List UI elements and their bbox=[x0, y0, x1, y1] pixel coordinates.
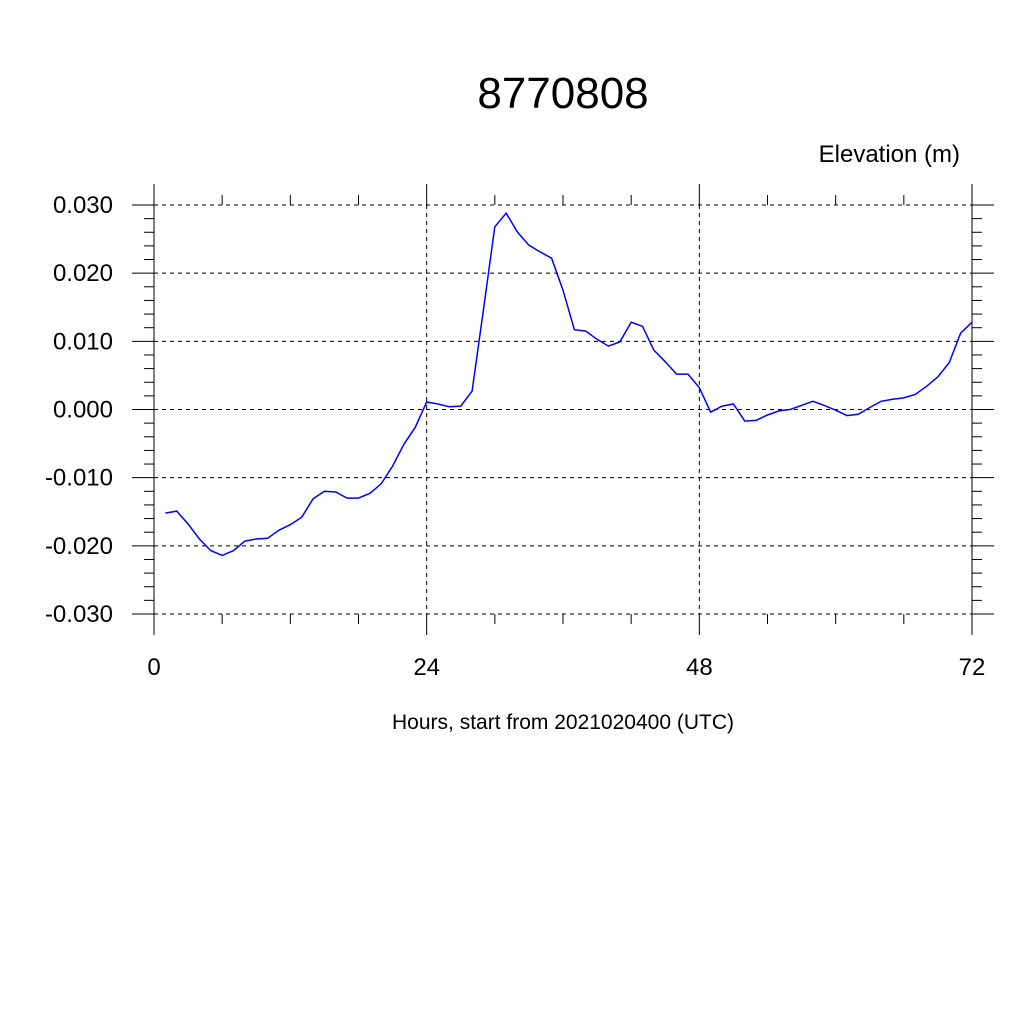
tick-labels: 0.030 0.020 0.010 0.000 -0.010 -0.020 -0.030 0 2… bbox=[45, 192, 985, 681]
grid bbox=[154, 204, 972, 615]
y-tick-label: -0.020 bbox=[45, 533, 113, 560]
y-tick-label: 0.020 bbox=[53, 260, 113, 287]
x-tick-label: 24 bbox=[413, 654, 440, 681]
x-tick-label: 72 bbox=[959, 654, 986, 681]
x-tick-label: 48 bbox=[686, 654, 713, 681]
chart-title: 8770808 bbox=[477, 69, 648, 118]
y-tick-label: -0.030 bbox=[45, 601, 113, 628]
x-tick-label: 0 bbox=[147, 654, 160, 681]
axes bbox=[132, 184, 994, 635]
y-tick-label: 0.000 bbox=[53, 397, 113, 424]
series-line bbox=[165, 211, 973, 557]
y-tick-label: 0.030 bbox=[53, 192, 113, 219]
chart-subtitle: Elevation (m) bbox=[819, 141, 960, 168]
x-axis-label: Hours, start from 2021020400 (UTC) bbox=[392, 711, 734, 734]
y-tick-label: 0.010 bbox=[53, 328, 113, 355]
y-tick-label: -0.010 bbox=[45, 465, 113, 492]
